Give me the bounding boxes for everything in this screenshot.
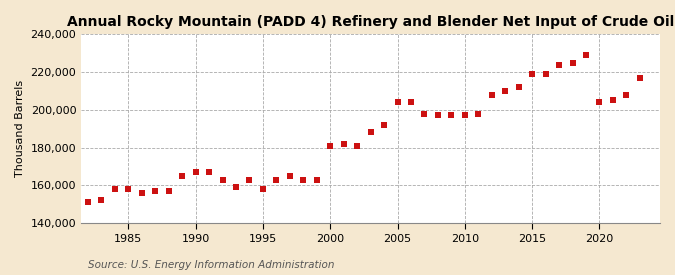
Point [392, 100, 403, 104]
Point [352, 144, 362, 148]
Point [82, 200, 93, 205]
Point [460, 113, 470, 118]
Text: Source: U.S. Energy Information Administration: Source: U.S. Energy Information Administ… [88, 260, 334, 270]
Point [257, 187, 268, 191]
Point [177, 174, 188, 178]
Point [136, 191, 147, 195]
Point [580, 53, 591, 57]
Point [244, 177, 255, 182]
Point [311, 177, 322, 182]
Point [109, 187, 120, 191]
Point [513, 85, 524, 89]
Point [540, 72, 551, 76]
Point [419, 111, 430, 116]
Point [298, 177, 308, 182]
Point [217, 177, 228, 182]
Point [594, 100, 605, 104]
Point [406, 100, 416, 104]
Point [150, 189, 161, 193]
Point [365, 130, 376, 135]
Point [204, 170, 215, 174]
Point [379, 123, 389, 127]
Point [325, 144, 335, 148]
Point [284, 174, 295, 178]
Point [634, 76, 645, 80]
Point [69, 194, 80, 199]
Title: Annual Rocky Mountain (PADD 4) Refinery and Blender Net Input of Crude Oil: Annual Rocky Mountain (PADD 4) Refinery … [67, 15, 674, 29]
Point [526, 72, 537, 76]
Point [608, 98, 618, 103]
Point [433, 113, 443, 118]
Point [271, 177, 281, 182]
Point [123, 187, 134, 191]
Point [231, 185, 242, 189]
Point [621, 92, 632, 97]
Point [554, 62, 564, 67]
Point [500, 89, 510, 93]
Point [567, 60, 578, 65]
Point [486, 92, 497, 97]
Point [190, 170, 201, 174]
Point [96, 198, 107, 203]
Y-axis label: Thousand Barrels: Thousand Barrels [15, 80, 25, 177]
Point [163, 189, 174, 193]
Point [338, 142, 349, 146]
Point [473, 111, 484, 116]
Point [446, 113, 457, 118]
